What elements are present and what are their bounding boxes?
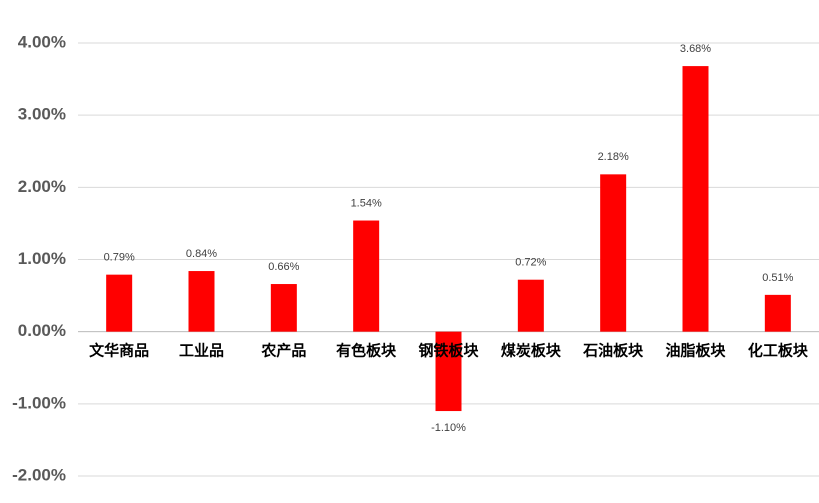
value-label: 2.18% xyxy=(598,151,629,163)
x-tick-label: 石油板块 xyxy=(582,342,644,360)
value-label: 3.68% xyxy=(680,43,711,55)
bar xyxy=(764,294,791,332)
value-label: -1.10% xyxy=(431,422,466,434)
x-tick-label: 油脂板块 xyxy=(665,342,726,360)
bar xyxy=(435,331,462,412)
value-label: 0.79% xyxy=(104,252,135,264)
y-tick-label: 0.00% xyxy=(18,321,66,340)
bar xyxy=(188,271,215,332)
value-label: 1.54% xyxy=(351,197,382,209)
bar xyxy=(106,274,133,332)
value-label: 0.66% xyxy=(268,261,299,273)
x-tick-label: 工业品 xyxy=(179,343,224,360)
bar xyxy=(270,284,297,332)
bar xyxy=(600,174,627,332)
y-tick-label: 1.00% xyxy=(18,249,66,268)
x-tick-label: 有色板块 xyxy=(336,342,397,360)
x-tick-label: 化工板块 xyxy=(748,342,809,360)
y-tick-label: 4.00% xyxy=(18,32,66,51)
x-tick-label: 煤炭板块 xyxy=(501,342,562,360)
value-label: 0.84% xyxy=(186,248,217,260)
bar xyxy=(353,220,380,332)
bar xyxy=(517,279,544,332)
value-label: 0.72% xyxy=(515,257,546,269)
x-tick-label: 文华商品 xyxy=(89,342,149,360)
y-tick-label: 3.00% xyxy=(18,105,66,124)
y-tick-label: -2.00% xyxy=(12,465,66,484)
value-label: 0.51% xyxy=(762,272,793,284)
bar xyxy=(682,66,709,332)
y-tick-label: 2.00% xyxy=(18,177,66,196)
x-tick-label: 钢铁板块 xyxy=(418,342,479,360)
x-tick-label: 农产品 xyxy=(260,342,306,360)
y-tick-label: -1.00% xyxy=(12,393,66,412)
